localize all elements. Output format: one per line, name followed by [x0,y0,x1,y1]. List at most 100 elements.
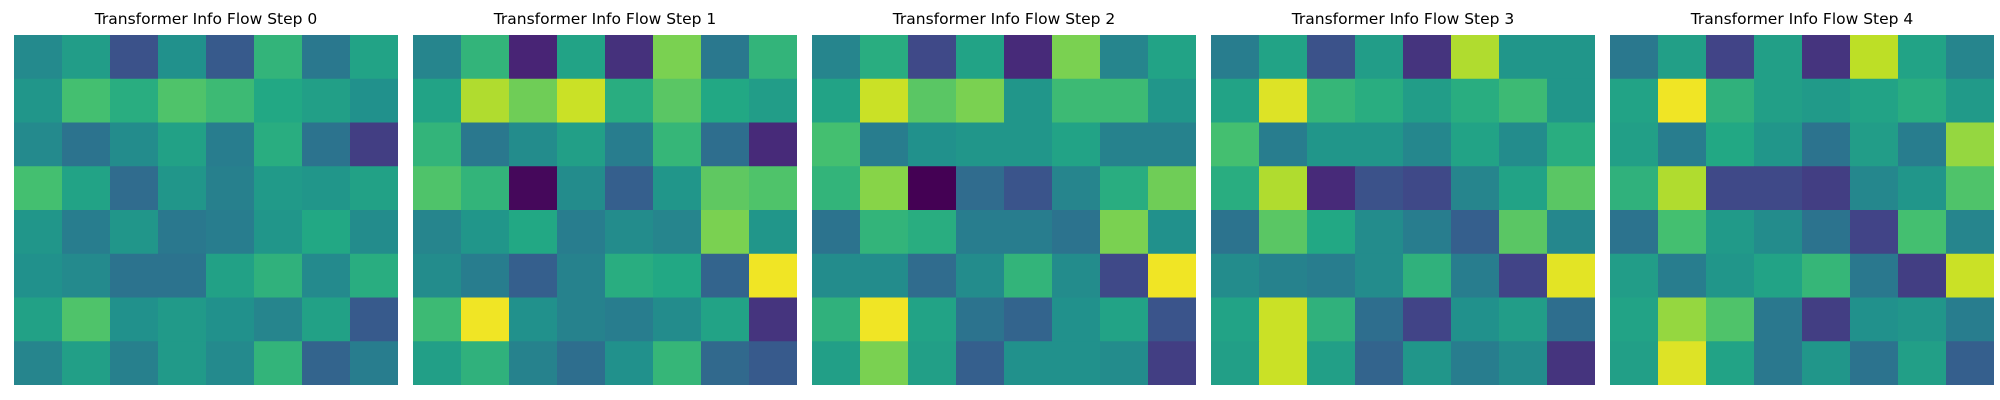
heatmap-cell-r7-c6 [302,341,351,385]
heatmap-cell-r1-c7 [350,78,398,123]
heatmap-cell-r4-c0 [14,210,63,255]
heatmap-cell-r3-c6 [701,166,750,211]
heatmap-cell-r4-c1 [461,210,510,255]
heatmap-cell-r2-c1 [1259,122,1308,167]
heatmap-cell-r6-c6 [701,297,750,342]
heatmap-cell-r4-c2 [509,210,558,255]
heatmap-cell-r1-c7 [1946,78,1994,123]
heatmap-cell-r4-c3 [1355,210,1404,255]
heatmap-cell-r1-c5 [254,78,303,123]
heatmap-cell-r6-c3 [1754,297,1803,342]
heatmap-cell-r3-c4 [605,166,654,211]
heatmap-cell-r2-c4 [1403,122,1452,167]
heatmap-cell-r3-c1 [1259,166,1308,211]
heatmap-cell-r5-c2 [509,253,558,298]
heatmap-cell-r7-c4 [206,341,255,385]
heatmap-cell-r4-c4 [1802,210,1851,255]
heatmap-cell-r5-c0 [812,253,861,298]
heatmap-cell-r3-c4 [206,166,255,211]
heatmap-cell-r3-c5 [1052,166,1101,211]
heatmap-cell-r1-c5 [1052,78,1101,123]
heatmap-cell-r1-c3 [956,78,1005,123]
heatmap-cell-r3-c1 [62,166,111,211]
heatmap-cell-r7-c0 [1610,341,1659,385]
heatmap-cell-r7-c4 [605,341,654,385]
heatmap-cell-r0-c6 [1898,35,1947,80]
heatmap-step-0 [14,35,398,385]
heatmap-cell-r6-c7 [1946,297,1994,342]
heatmap-cell-r2-c7 [350,122,398,167]
heatmap-cell-r0-c3 [1754,35,1803,80]
heatmap-cell-r0-c5 [653,35,702,80]
heatmap-cell-r7-c4 [1403,341,1452,385]
heatmap-step-1 [413,35,797,385]
heatmap-cell-r7-c1 [1658,341,1707,385]
heatmap-cell-r4-c5 [653,210,702,255]
heatmap-cell-r4-c3 [557,210,606,255]
heatmap-cell-r5-c1 [1658,253,1707,298]
heatmap-cell-r3-c1 [1658,166,1707,211]
heatmap-cell-r5-c5 [254,253,303,298]
heatmap-cell-r0-c1 [62,35,111,80]
heatmap-cell-r4-c6 [1499,210,1548,255]
heatmap-cell-r6-c6 [1898,297,1947,342]
heatmap-cell-r6-c7 [350,297,398,342]
heatmap-cell-r7-c4 [1004,341,1053,385]
heatmap-cell-r6-c2 [1706,297,1755,342]
heatmap-cell-r3-c5 [653,166,702,211]
heatmap-cell-r0-c7 [1547,35,1595,80]
heatmap-cell-r5-c3 [1754,253,1803,298]
heatmap-cell-r1-c0 [1211,78,1260,123]
heatmap-cell-r3-c5 [1451,166,1500,211]
heatmap-cell-r4-c5 [1451,210,1500,255]
heatmap-cell-r3-c3 [956,166,1005,211]
heatmap-cell-r1-c3 [1355,78,1404,123]
heatmap-cell-r5-c4 [605,253,654,298]
heatmap-cell-r7-c2 [509,341,558,385]
panel-title: Transformer Info Flow Step 4 [1690,10,1914,28]
heatmap-cell-r6-c0 [812,297,861,342]
heatmap-cell-r0-c4 [1802,35,1851,80]
heatmap-cell-r7-c7 [1946,341,1994,385]
heatmap-cell-r1-c3 [1754,78,1803,123]
heatmap-cell-r1-c1 [860,78,909,123]
heatmap-cell-r6-c0 [413,297,462,342]
heatmap-cell-r6-c2 [1307,297,1356,342]
heatmap-cell-r3-c6 [1898,166,1947,211]
heatmap-cell-r5-c2 [110,253,159,298]
heatmap-cell-r1-c2 [908,78,957,123]
heatmap-cell-r2-c0 [812,122,861,167]
heatmap-cell-r2-c7 [1148,122,1196,167]
heatmap-cell-r1-c2 [110,78,159,123]
heatmap-cell-r1-c1 [1658,78,1707,123]
heatmap-cell-r2-c6 [1499,122,1548,167]
heatmap-cell-r1-c2 [509,78,558,123]
heatmap-cell-r6-c4 [1802,297,1851,342]
heatmap-cell-r3-c3 [557,166,606,211]
heatmap-cell-r2-c5 [1850,122,1899,167]
heatmap-cell-r7-c5 [1052,341,1101,385]
heatmap-cell-r0-c4 [206,35,255,80]
heatmap-cell-r4-c4 [1403,210,1452,255]
heatmap-cell-r4-c5 [1850,210,1899,255]
heatmap-cell-r3-c3 [1355,166,1404,211]
heatmap-cell-r1-c6 [701,78,750,123]
heatmap-cell-r2-c2 [1307,122,1356,167]
heatmap-cell-r7-c0 [1211,341,1260,385]
heatmap-cell-r6-c7 [749,297,797,342]
heatmap-cell-r5-c7 [1946,253,1994,298]
heatmap-step-4 [1610,35,1994,385]
heatmap-cell-r3-c2 [509,166,558,211]
heatmap-cell-r7-c5 [653,341,702,385]
heatmap-cell-r2-c5 [653,122,702,167]
heatmap-cell-r7-c3 [1355,341,1404,385]
heatmap-cell-r0-c4 [1403,35,1452,80]
heatmap-cell-r7-c1 [1259,341,1308,385]
heatmap-cell-r7-c3 [158,341,207,385]
heatmap-cell-r6-c4 [605,297,654,342]
heatmap-cell-r0-c0 [1211,35,1260,80]
heatmap-cell-r1-c6 [1898,78,1947,123]
heatmap-cell-r0-c2 [509,35,558,80]
heatmap-cell-r2-c3 [158,122,207,167]
heatmap-cell-r2-c2 [509,122,558,167]
